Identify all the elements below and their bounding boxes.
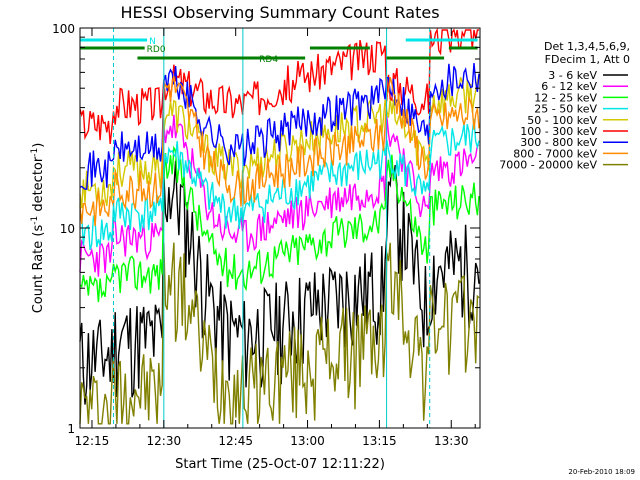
chart-title: HESSI Observing Summary Count Rates — [120, 3, 439, 22]
series-line-7 — [79, 62, 480, 190]
flag-label-rd4: RD4 — [259, 55, 278, 65]
y-tick-label-2: 10 — [60, 222, 75, 236]
series-line-3 — [79, 145, 480, 303]
series-line-2 — [79, 114, 480, 277]
legend-label-4: 25 - 50 keV — [534, 103, 597, 116]
y-tick-label-1: 1 — [67, 422, 75, 436]
series-line-1 — [79, 160, 480, 405]
flag-label-rd0: RD0 — [147, 45, 166, 55]
series-line-8 — [79, 75, 480, 227]
legend-label-8: 800 - 7000 keV — [513, 147, 597, 160]
x-tick-label-4: 13:00 — [290, 434, 325, 448]
x-axis-label: Start Time (25-Oct-07 12:11:22) — [175, 457, 385, 472]
legend-header-line-1: Det 1,3,4,5,6,9, — [544, 40, 630, 53]
legend-label-7: 300 - 800 keV — [520, 136, 597, 149]
tick-layer: 12:15 12:30 12:45 13:00 13:15 13:30 1 10 100 — [52, 22, 480, 448]
flag-label-n: N — [149, 37, 156, 47]
legend-label-6: 100 - 300 keV — [520, 125, 597, 138]
x-tick-label-6: 13:30 — [434, 434, 469, 448]
y-axis-label: Count Rate (s-1 detector-1) — [30, 143, 46, 314]
x-tick-label-5: 13:15 — [362, 434, 397, 448]
series-line-9 — [79, 242, 480, 425]
x-tick-label-2: 12:30 — [147, 434, 182, 448]
legend-label-2: 6 - 12 keV — [541, 80, 597, 93]
series-line-6 — [79, 27, 479, 144]
footer-date: 20-Feb-2010 18:09 — [568, 468, 635, 476]
y-tick-label-3: 100 — [52, 22, 75, 36]
legend-label-5: 50 - 100 keV — [527, 114, 597, 127]
legend-header-line-2: FDecim 1, Att 0 — [545, 53, 630, 66]
legend-label-3: 12 - 25 keV — [534, 91, 597, 104]
x-tick-label-1: 12:15 — [75, 434, 110, 448]
x-tick-label-3: 12:45 — [218, 434, 253, 448]
legend-label-1: 3 - 6 keV — [548, 69, 597, 82]
legend-label-9: 7000 - 20000 keV — [499, 159, 597, 172]
